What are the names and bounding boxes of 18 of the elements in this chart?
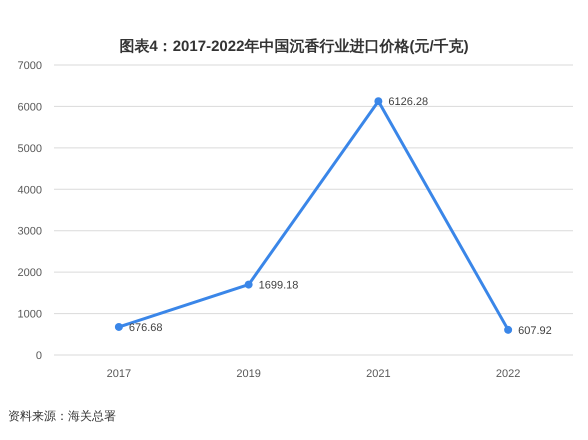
title: 图表4：2017-2022年中国沉香行业进口价格(元/千克) <box>119 38 469 55</box>
x-tick-label: 2022 <box>496 368 520 380</box>
x-tick-label: 2019 <box>236 368 261 380</box>
y-tick-label: 0 <box>36 350 42 362</box>
y-tick-label: 5000 <box>18 142 42 155</box>
data-label: 607.92 <box>518 324 552 337</box>
y-tick-label: 4000 <box>18 184 42 196</box>
x-tick-label: 2017 <box>106 368 132 380</box>
data-label: 676.68 <box>128 322 163 334</box>
y-tick-label: 6000 <box>18 101 42 114</box>
y-tick-label: 1000 <box>18 308 42 321</box>
x-tick-label: 2021 <box>366 368 391 380</box>
annotation: 资料来源：海关总署 <box>8 409 116 423</box>
y-tick-label: 2000 <box>18 267 42 280</box>
data-label: 1699.18 <box>258 280 298 292</box>
y-tick-label: 7000 <box>18 60 42 72</box>
data-label: 6126.28 <box>388 96 428 108</box>
y-tick-label: 3000 <box>18 226 42 238</box>
